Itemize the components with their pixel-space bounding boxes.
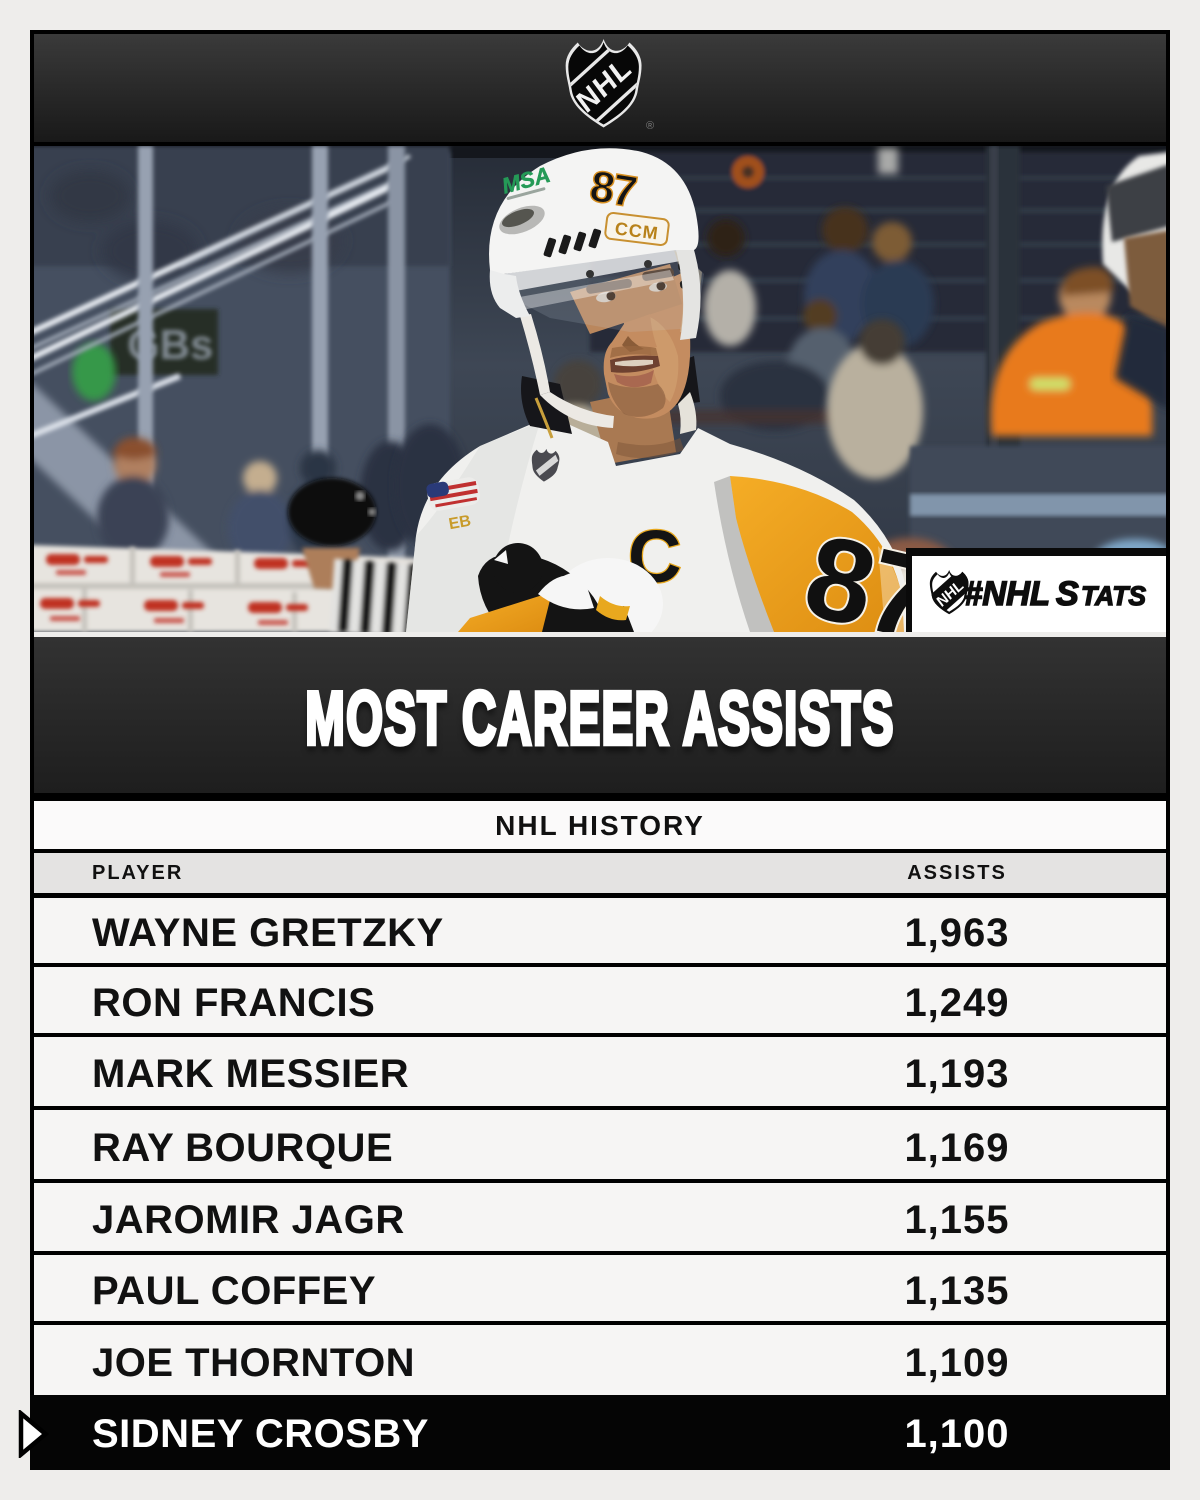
svg-text:EB: EB <box>447 513 472 534</box>
svg-text:87: 87 <box>587 162 640 218</box>
svg-text:#NHL: #NHL <box>964 575 1050 613</box>
svg-text:TATS: TATS <box>1081 581 1146 611</box>
svg-text:®: ® <box>646 120 654 132</box>
svg-text:S: S <box>1056 575 1079 613</box>
